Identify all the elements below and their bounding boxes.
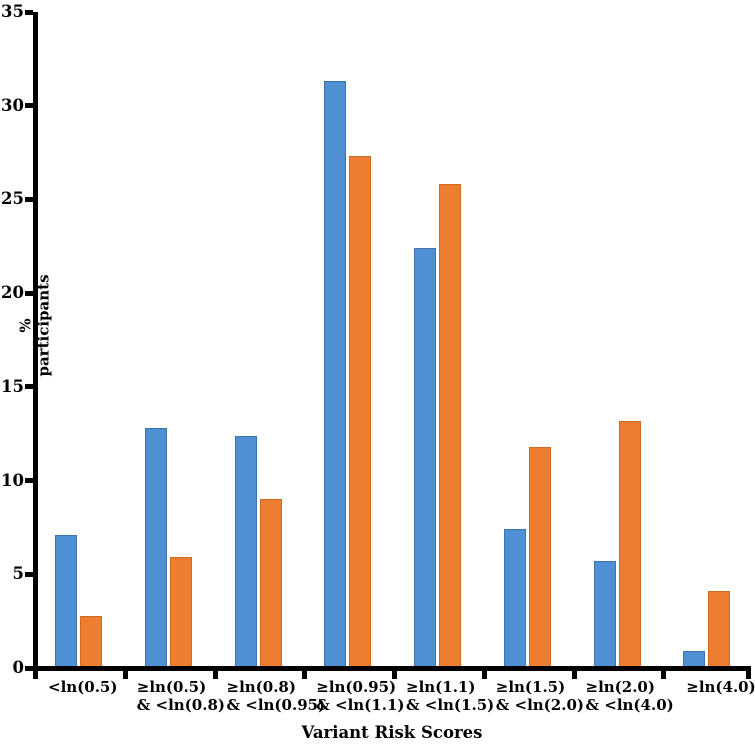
x-category-label: <ln(0.5) xyxy=(48,678,118,696)
bar-blue-series xyxy=(144,428,167,668)
x-axis-line xyxy=(33,666,751,671)
y-axis-tick xyxy=(25,665,33,671)
x-axis-tick xyxy=(571,671,577,679)
x-category-label: ≥ln(1.1) & <ln(1.5) xyxy=(406,678,495,714)
bar-orange-series xyxy=(169,557,192,668)
bar-orange-series xyxy=(439,184,461,668)
y-axis-line xyxy=(33,12,38,671)
x-axis-tick xyxy=(746,671,751,679)
y-axis-tick xyxy=(25,196,33,202)
y-tick-label: 0 xyxy=(12,658,24,677)
y-axis-tick xyxy=(25,290,33,296)
x-axis-tick xyxy=(661,671,667,679)
x-category-label: ≥ln(2.0) & <ln(4.0) xyxy=(585,678,674,714)
bar-blue-series xyxy=(414,248,436,668)
y-tick-label: 10 xyxy=(1,470,24,490)
y-axis-tick xyxy=(25,571,33,577)
x-axis-tick xyxy=(122,671,128,679)
y-axis-tick xyxy=(25,478,33,484)
x-axis-title: Variant Risk Scores xyxy=(301,723,483,742)
bar-blue-series xyxy=(324,81,347,668)
bar-orange-series xyxy=(259,499,282,668)
x-category-label: ≥ln(0.5) & <ln(0.8) xyxy=(136,678,225,714)
y-axis-tick xyxy=(25,103,33,109)
x-axis-tick xyxy=(212,671,218,679)
bar-orange-series xyxy=(708,591,731,668)
bar-orange-series xyxy=(528,446,551,668)
y-tick-label: 15 xyxy=(1,376,24,396)
bar-blue-series xyxy=(503,529,526,668)
x-category-label: ≥ln(1.5) & <ln(2.0) xyxy=(495,678,584,714)
y-tick-label: 20 xyxy=(1,283,24,303)
y-tick-label: 35 xyxy=(1,2,24,21)
bar-blue-series xyxy=(593,561,616,668)
bar-blue-series xyxy=(234,435,257,668)
x-axis-tick xyxy=(33,671,38,679)
x-axis-tick xyxy=(302,671,308,679)
x-category-label: ≥ln(0.8) & <ln(0.95) xyxy=(226,678,326,714)
y-axis-tick xyxy=(25,384,33,390)
x-category-label: ≥ln(0.95) & <ln(1.1) xyxy=(316,678,405,714)
y-tick-label: 25 xyxy=(1,189,24,209)
x-axis-tick xyxy=(481,671,487,679)
y-axis-tick xyxy=(25,9,33,15)
bar-orange-series xyxy=(349,156,372,668)
bar-blue-series xyxy=(55,534,77,668)
y-tick-label: 30 xyxy=(1,95,24,115)
bar-orange-series xyxy=(618,420,641,668)
x-axis-tick xyxy=(392,671,397,679)
bar-orange-series xyxy=(80,615,102,668)
x-category-label: ≥ln(4.0) xyxy=(686,678,755,696)
y-tick-label: 5 xyxy=(12,564,24,584)
